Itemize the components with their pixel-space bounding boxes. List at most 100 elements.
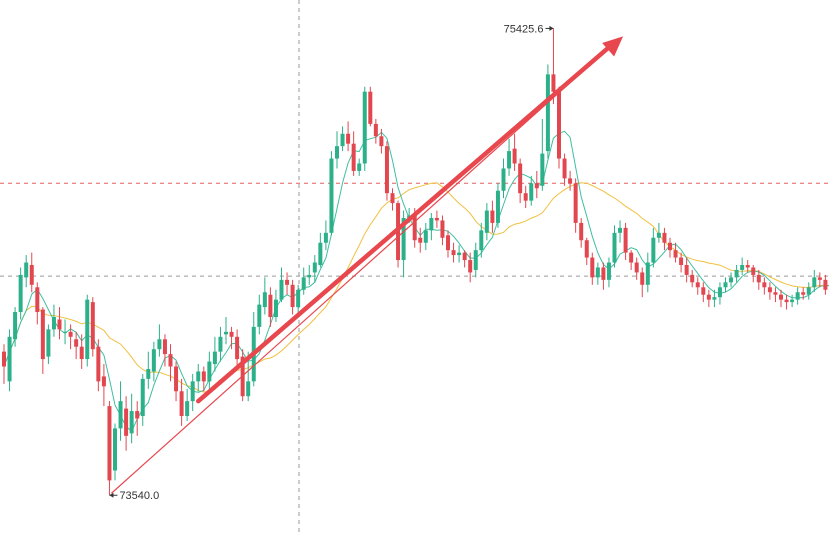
candle-body <box>318 242 323 265</box>
candle-body <box>174 366 179 392</box>
candle <box>545 64 550 159</box>
low-price-label: 73540.0 <box>119 490 159 502</box>
candle-body <box>673 250 678 258</box>
candle <box>540 118 545 191</box>
candle-body <box>629 252 634 263</box>
candle-body <box>684 265 689 275</box>
candle-body <box>346 133 351 144</box>
candle <box>357 158 362 176</box>
candle-body <box>2 351 6 367</box>
candle <box>795 287 800 305</box>
candle-body <box>457 252 462 256</box>
candle <box>63 319 68 345</box>
candle <box>235 329 240 369</box>
candle-body <box>756 274 761 283</box>
candle <box>501 158 506 199</box>
candle-body <box>479 230 484 251</box>
candle <box>124 396 129 451</box>
candle <box>490 200 495 233</box>
candle <box>301 267 306 295</box>
trend-arrow-shaft <box>196 43 614 404</box>
candle <box>734 265 739 283</box>
candle <box>96 339 101 392</box>
candle <box>434 210 439 228</box>
candle-body <box>207 361 212 382</box>
candle <box>601 262 606 290</box>
candle <box>101 364 106 407</box>
candle-body <box>679 257 684 265</box>
candle <box>140 373 145 426</box>
candle <box>135 401 140 436</box>
candle <box>773 287 778 303</box>
candle-body <box>573 183 578 223</box>
high-marker-arrow <box>549 25 554 31</box>
candle-body <box>74 339 79 347</box>
candle-body <box>468 260 473 273</box>
candle <box>368 86 373 127</box>
candle-body <box>518 163 523 194</box>
candle-body <box>618 227 623 233</box>
candle <box>790 294 795 308</box>
candle <box>107 401 112 496</box>
candle-body <box>412 215 417 241</box>
candle <box>729 272 734 288</box>
candle-body <box>745 265 750 268</box>
candle-body <box>384 146 389 194</box>
candle <box>629 250 634 270</box>
candle-body <box>723 282 728 288</box>
candle-body <box>740 265 745 270</box>
candle-body <box>540 153 545 186</box>
candle-body <box>13 312 18 340</box>
candle-body <box>135 411 140 419</box>
candle <box>329 151 334 236</box>
candle-body <box>701 287 706 295</box>
candle <box>806 282 811 300</box>
candle-body <box>90 302 95 350</box>
candle-body <box>196 371 201 382</box>
candle-body <box>335 146 339 159</box>
candle-body <box>507 151 512 169</box>
candle-body <box>790 299 795 303</box>
candle <box>507 138 512 176</box>
candle <box>656 222 661 243</box>
candle-body <box>729 277 734 283</box>
candle-body <box>529 183 534 201</box>
candle <box>784 294 789 310</box>
candle-body <box>351 143 356 171</box>
candle <box>207 351 212 389</box>
candle <box>590 252 595 285</box>
candle-body <box>584 240 589 258</box>
candle-body <box>96 346 101 382</box>
candle <box>29 252 34 293</box>
candle <box>612 225 617 268</box>
candle <box>484 203 489 241</box>
candle-body <box>162 339 167 355</box>
candle-body <box>79 346 84 360</box>
candle <box>151 341 156 382</box>
candle <box>529 175 534 206</box>
candle-body <box>24 262 29 278</box>
candle <box>557 86 561 169</box>
candle-body <box>545 74 550 152</box>
candle <box>157 324 162 357</box>
candle-body <box>606 262 611 280</box>
candle-body <box>107 406 112 481</box>
candle-body <box>18 274 23 313</box>
candle <box>229 326 234 350</box>
candle <box>384 141 389 201</box>
candle-body <box>551 74 556 92</box>
candle-body <box>323 232 328 243</box>
candle <box>13 307 18 347</box>
candle-body <box>7 336 12 382</box>
candle-body <box>579 222 584 241</box>
candle <box>362 86 367 171</box>
candle <box>479 222 484 258</box>
candle <box>751 265 756 283</box>
candle-body <box>301 277 306 290</box>
candle <box>57 307 62 340</box>
candle <box>462 250 467 268</box>
candle <box>717 282 722 305</box>
candle <box>179 378 184 426</box>
candle-body <box>568 178 573 184</box>
candle-body <box>434 217 439 221</box>
